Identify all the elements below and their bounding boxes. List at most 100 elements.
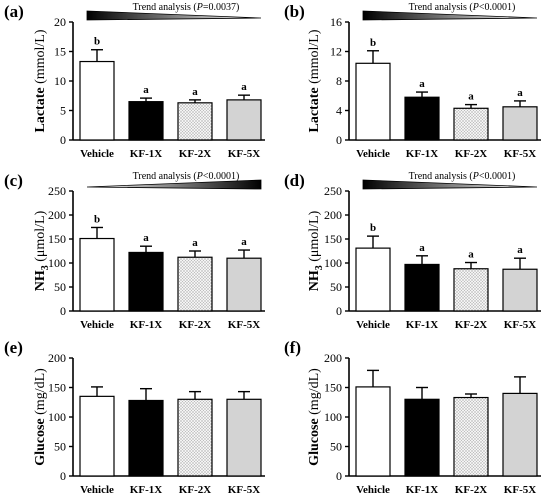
y-axis-label-subscript: 3 bbox=[40, 265, 51, 270]
y-tick-label: 250 bbox=[48, 184, 66, 198]
y-axis-label: Glucose (mg/dL) bbox=[307, 368, 322, 466]
y-tick-label: 100 bbox=[324, 256, 342, 270]
category-label: KF-1X bbox=[130, 484, 162, 496]
category-label: KF-1X bbox=[406, 484, 438, 496]
bar-vehicle bbox=[79, 237, 115, 312]
y-tick-label: 0 bbox=[60, 469, 66, 483]
category-label: Vehicle bbox=[80, 148, 114, 160]
y-axis-label: Lactate (mmol/L) bbox=[307, 29, 322, 132]
y-tick-label: 50 bbox=[54, 280, 66, 294]
y-axis-label-unit: (μmol/L) bbox=[33, 210, 48, 265]
trend-analysis-text: Trend analysis (P=0.0037) bbox=[133, 2, 240, 13]
trend-p-value: <0.0001) bbox=[479, 2, 515, 13]
y-tick-label: 200 bbox=[48, 208, 66, 222]
bar-kf-5x bbox=[502, 106, 538, 141]
significance-letter: a bbox=[468, 91, 474, 103]
y-tick-label: 15 bbox=[54, 45, 66, 59]
y-axis-label-subscript: 3 bbox=[314, 265, 325, 270]
bar-kf-2x bbox=[177, 398, 213, 477]
category-label: Vehicle bbox=[356, 148, 390, 160]
trend-p-symbol: P bbox=[472, 2, 479, 13]
y-tick-label: 100 bbox=[324, 410, 342, 424]
category-label: KF-2X bbox=[455, 484, 487, 496]
significance-letter: b bbox=[94, 36, 100, 48]
y-axis-label-main: NH bbox=[307, 270, 322, 291]
category-label: KF-5X bbox=[228, 319, 260, 331]
significance-letter: a bbox=[517, 244, 523, 256]
y-tick-label: 150 bbox=[324, 381, 342, 395]
trend-analysis-text: Trend analysis (P<0.0001) bbox=[409, 171, 516, 182]
significance-letter: a bbox=[241, 236, 247, 248]
category-label: KF-2X bbox=[179, 484, 211, 496]
bar-kf-1x bbox=[128, 251, 164, 312]
trend-prefix: Trend analysis ( bbox=[409, 171, 474, 182]
y-axis-label-main: Glucose bbox=[33, 418, 48, 465]
y-tick-label: 12 bbox=[330, 45, 342, 59]
y-tick-label: 0 bbox=[336, 469, 342, 483]
category-label: KF-5X bbox=[228, 148, 260, 160]
category-label: KF-1X bbox=[406, 319, 438, 331]
y-tick-label: 50 bbox=[330, 440, 342, 454]
category-label: KF-1X bbox=[406, 148, 438, 160]
y-axis-label-main: Glucose bbox=[307, 418, 322, 465]
significance-letter: a bbox=[468, 249, 474, 261]
y-tick-label: 150 bbox=[48, 381, 66, 395]
y-tick-label: 0 bbox=[60, 133, 66, 147]
bar-kf-2x bbox=[453, 396, 489, 477]
panel-b: (b) 0 4 8 12 16 Lactate (mmol/L) b Vehicle a KF-1X… bbox=[284, 2, 541, 160]
y-tick-label: 200 bbox=[324, 208, 342, 222]
panel-c: (c) 0 50 100 150 200 250 NH3 (μmol/L) b Vehicle a K… bbox=[4, 171, 265, 331]
trend-prefix: Trend analysis ( bbox=[133, 2, 198, 13]
bar-vehicle bbox=[355, 247, 391, 312]
panel-d: (d) 0 50 100 150 200 250 NH3 (μmol/L) b Vehicle a K… bbox=[284, 171, 541, 331]
trend-wedge bbox=[86, 10, 262, 21]
trend-p-symbol: P bbox=[472, 171, 479, 182]
bar-kf-1x bbox=[128, 399, 164, 477]
significance-letter: b bbox=[370, 222, 376, 234]
bar-kf-2x bbox=[453, 107, 489, 141]
category-label: KF-5X bbox=[504, 484, 536, 496]
y-tick-label: 20 bbox=[54, 15, 66, 29]
significance-letter: a bbox=[419, 78, 425, 90]
y-axis-label: Lactate (mmol/L) bbox=[33, 29, 48, 132]
y-tick-label: 250 bbox=[324, 184, 342, 198]
y-axis-label-unit: (μmol/L) bbox=[307, 210, 322, 265]
trend-analysis-text: Trend analysis (P<0.0001) bbox=[133, 171, 240, 182]
category-label: KF-1X bbox=[130, 319, 162, 331]
bar-kf-2x bbox=[177, 256, 213, 312]
trend-prefix: Trend analysis ( bbox=[409, 2, 474, 13]
panel-label: (a) bbox=[4, 2, 24, 21]
y-tick-label: 50 bbox=[54, 440, 66, 454]
significance-letter: a bbox=[143, 232, 149, 244]
y-tick-label: 16 bbox=[330, 15, 342, 29]
panel-label: (b) bbox=[284, 2, 305, 21]
trend-wedge bbox=[362, 179, 538, 190]
category-label: KF-1X bbox=[130, 148, 162, 160]
category-label: KF-2X bbox=[455, 319, 487, 331]
bar-kf-5x bbox=[226, 99, 262, 141]
y-axis-label: NH3 (μmol/L) bbox=[33, 210, 51, 291]
y-axis-label-main: Lactate bbox=[307, 87, 322, 132]
y-tick-label: 150 bbox=[48, 232, 66, 246]
bar-kf-5x bbox=[502, 268, 538, 312]
significance-letter: a bbox=[517, 87, 523, 99]
significance-letter: b bbox=[370, 37, 376, 49]
bar-vehicle bbox=[79, 60, 115, 141]
category-label: KF-2X bbox=[179, 319, 211, 331]
significance-letter: a bbox=[143, 84, 149, 96]
panel-label: (e) bbox=[4, 338, 23, 357]
y-tick-label: 150 bbox=[324, 232, 342, 246]
significance-letter: a bbox=[192, 86, 198, 98]
bar-vehicle bbox=[79, 395, 115, 477]
significance-letter: a bbox=[192, 237, 198, 249]
panel-a: (a) 0 5 10 15 20 Lactate (mmol/L) b Vehicle a KF-1… bbox=[4, 2, 265, 160]
bar-kf-2x bbox=[177, 102, 213, 141]
bar-kf-1x bbox=[404, 96, 440, 141]
bar-kf-1x bbox=[404, 263, 440, 312]
y-tick-label: 5 bbox=[60, 104, 66, 118]
category-label: KF-2X bbox=[179, 148, 211, 160]
panel-label: (c) bbox=[4, 171, 23, 190]
y-tick-label: 4 bbox=[336, 104, 342, 118]
